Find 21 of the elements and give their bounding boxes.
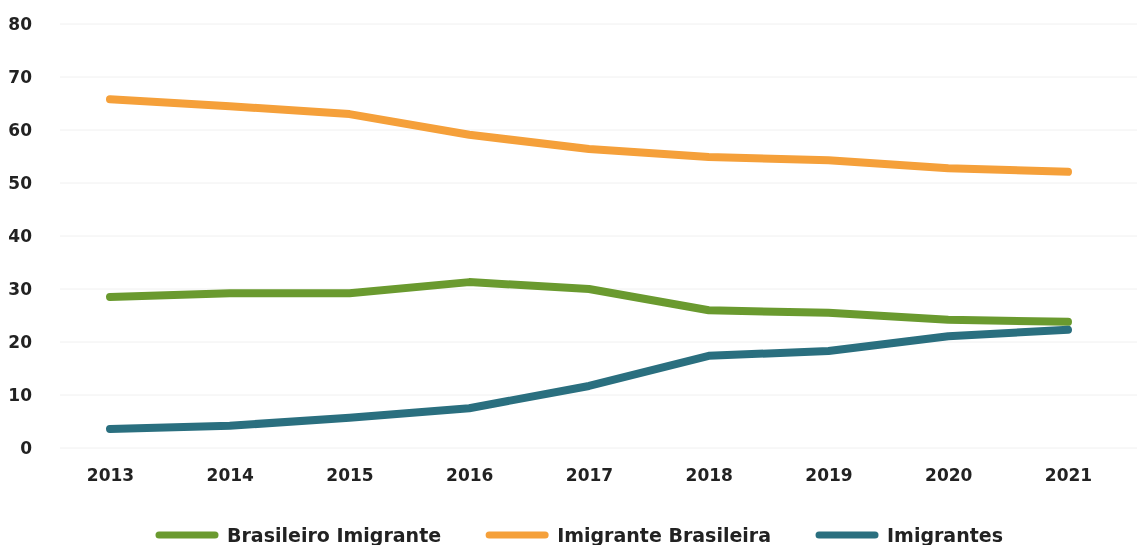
y-tick-label: 50 — [8, 172, 33, 193]
legend-label: Brasileiro Imigrante — [227, 523, 442, 545]
legend-label: Imigrantes — [887, 523, 1003, 545]
y-tick-label: 10 — [8, 384, 33, 405]
x-tick-label: 2015 — [326, 465, 374, 486]
x-tick-label: 2020 — [925, 465, 973, 486]
y-tick-label: 70 — [8, 66, 33, 87]
y-tick-label: 80 — [8, 13, 33, 34]
y-tick-label: 20 — [8, 331, 33, 352]
y-tick-label: 40 — [8, 225, 33, 246]
x-tick-label: 2016 — [446, 465, 494, 486]
y-tick-label: 0 — [20, 437, 33, 458]
x-tick-label: 2019 — [805, 465, 853, 486]
legend-label: Imigrante Brasileira — [557, 523, 772, 545]
x-tick-label: 2018 — [685, 465, 733, 486]
x-tick-label: 2013 — [86, 465, 135, 486]
x-tick-label: 2014 — [206, 465, 255, 486]
x-tick-label: 2021 — [1044, 465, 1093, 486]
y-tick-label: 30 — [8, 278, 33, 299]
x-tick-label: 2017 — [565, 465, 614, 486]
y-tick-label: 60 — [8, 119, 33, 140]
